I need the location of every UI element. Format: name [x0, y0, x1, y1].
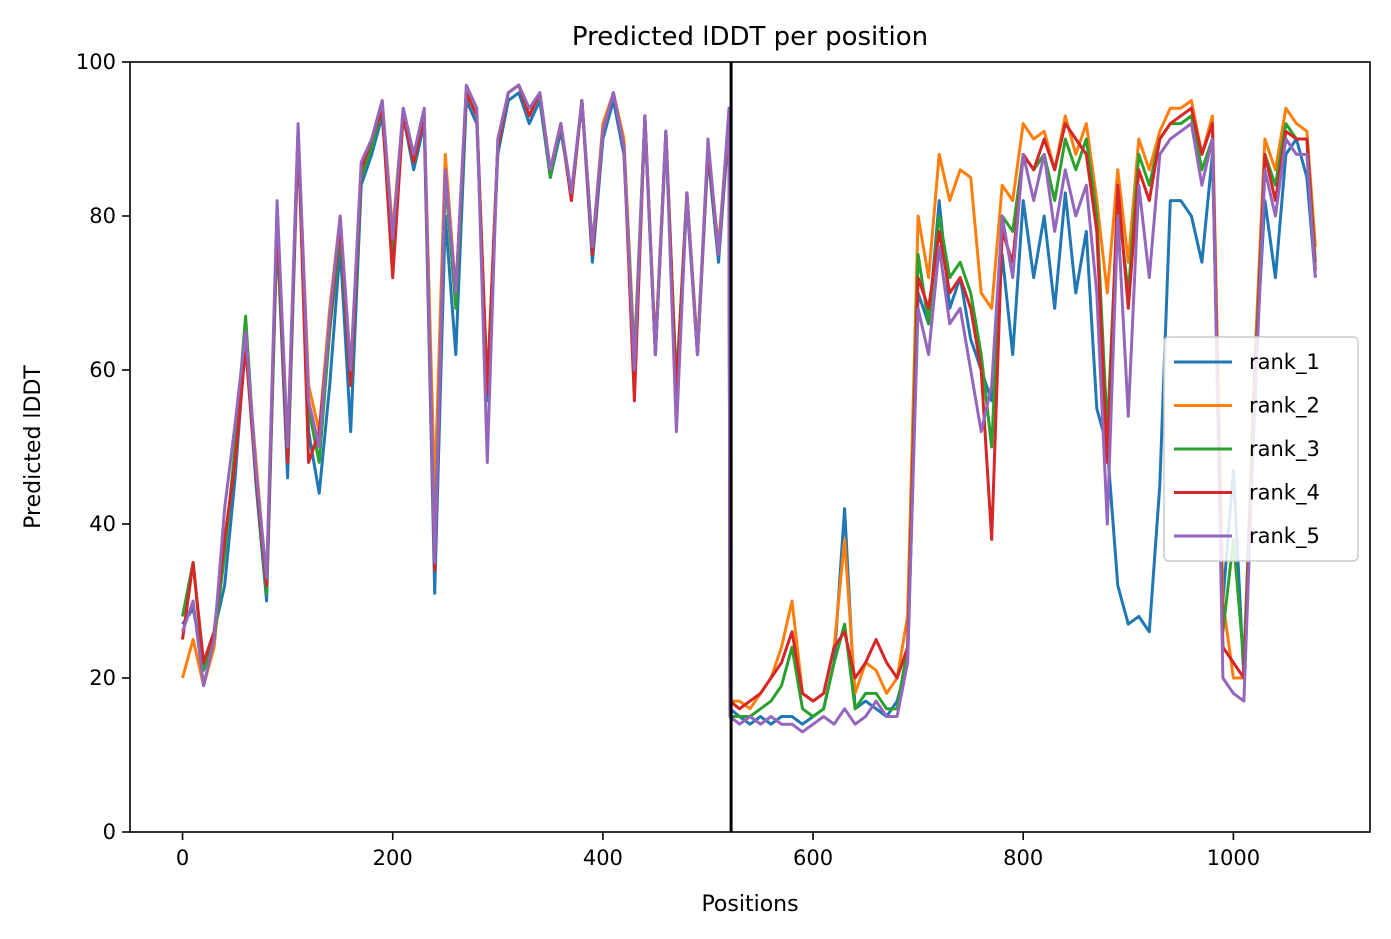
legend: rank_1 rank_2 rank_3 rank_4 rank_5 [1163, 336, 1359, 562]
x-tick-label: 400 [583, 846, 623, 870]
y-tick-label: 20 [89, 666, 116, 690]
legend-box [1163, 336, 1359, 562]
x-tick-label: 1000 [1207, 846, 1260, 870]
y-tick-label: 60 [89, 358, 116, 382]
plot-area-frame [129, 61, 1371, 833]
x-axis-title: Positions [701, 892, 798, 917]
legend-label-rank_1: rank_1 [1249, 350, 1320, 375]
y-tick-label: 100 [76, 50, 116, 74]
x-axis: 0 200 400 600 800 1000 [176, 832, 1260, 870]
legend-label-rank_3: rank_3 [1249, 437, 1320, 462]
x-tick-label: 0 [176, 846, 189, 870]
y-tick-label: 0 [103, 820, 116, 844]
chart-title: Predicted lDDT per position [572, 22, 928, 52]
plot-series-group [181, 83, 1317, 734]
x-tick-label: 200 [373, 846, 413, 870]
x-tick-label: 600 [793, 846, 833, 870]
legend-label-rank_2: rank_2 [1249, 394, 1320, 419]
y-tick-label: 80 [89, 204, 116, 228]
series-line-rank_5 [181, 83, 1317, 734]
y-tick-label: 40 [89, 512, 116, 536]
legend-label-rank_5: rank_5 [1249, 524, 1320, 549]
y-axis-title: Predicted lDDT [21, 365, 46, 529]
x-tick-label: 800 [1003, 846, 1043, 870]
legend-label-rank_4: rank_4 [1249, 481, 1320, 506]
y-axis: 0 20 40 60 80 100 [76, 50, 130, 844]
